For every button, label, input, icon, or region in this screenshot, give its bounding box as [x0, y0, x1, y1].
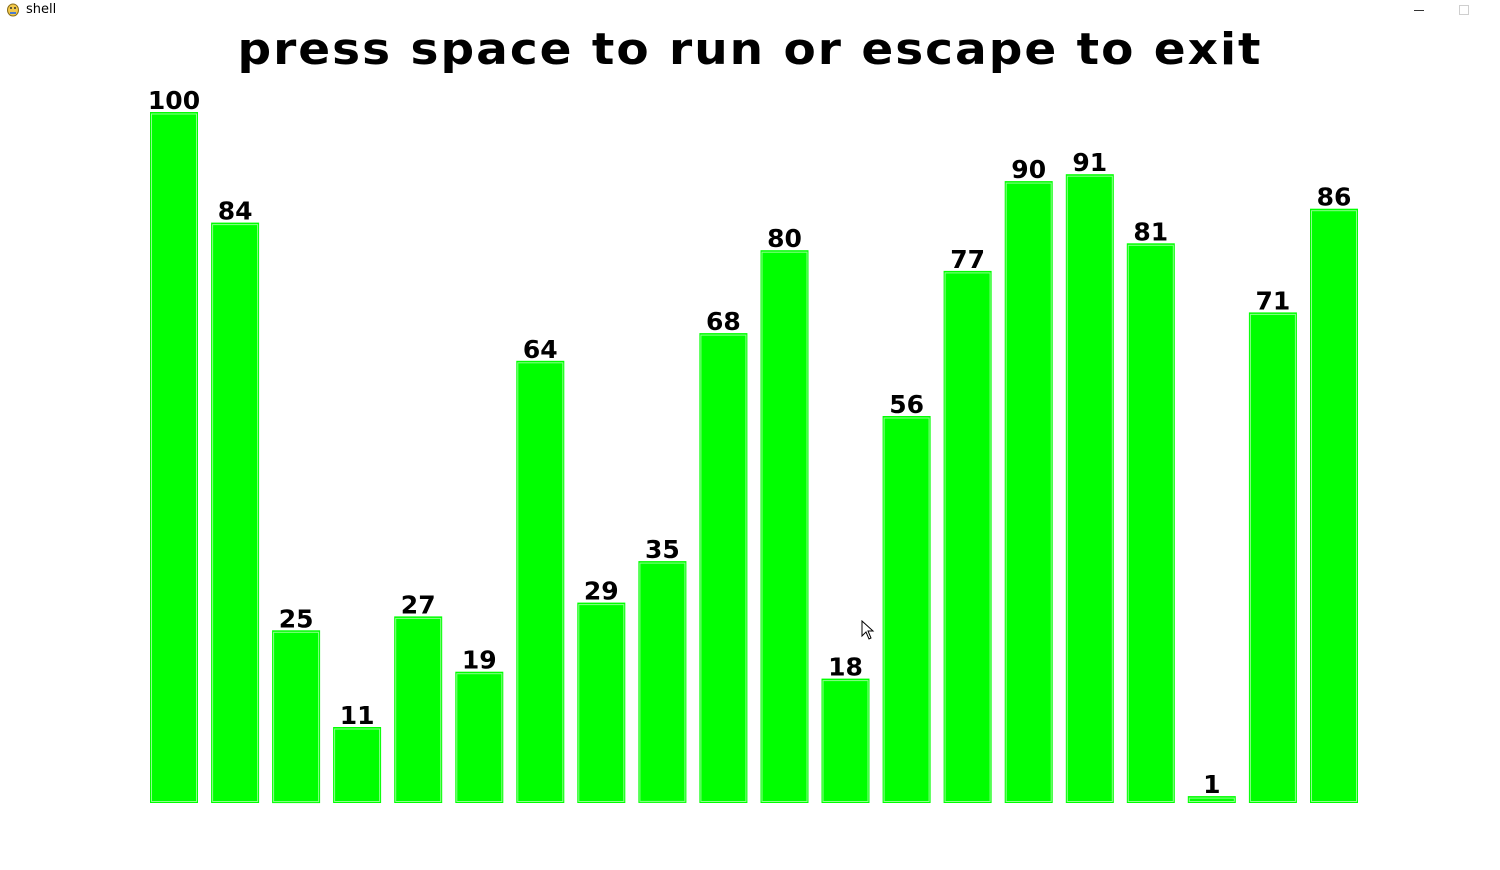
mouse-cursor-icon	[861, 620, 875, 640]
bar-value-label: 81	[1133, 217, 1168, 246]
bar-outline	[517, 362, 564, 802]
bar-outline	[273, 631, 320, 803]
bar-outline	[944, 272, 991, 802]
bar-outline	[639, 562, 686, 802]
bar-group: 1	[1187, 770, 1236, 803]
bar-value-label: 84	[218, 197, 253, 226]
bar-group: 71	[1248, 286, 1297, 803]
bar-outline	[212, 224, 259, 803]
bar	[211, 222, 260, 804]
bar-outline	[1249, 313, 1296, 802]
bar	[272, 630, 321, 804]
bar-value-label: 64	[523, 335, 558, 364]
title-bar[interactable]: shell	[0, 0, 1500, 22]
bar	[943, 270, 992, 803]
bar-value-label: 29	[584, 577, 619, 606]
bar-group: 100	[148, 86, 200, 803]
bar-value-label: 86	[1317, 183, 1352, 212]
bar-value-label: 27	[401, 590, 436, 619]
bar-value-label: 71	[1256, 286, 1291, 315]
bar-outline	[761, 251, 808, 802]
bar-group: 84	[211, 197, 260, 804]
bar-outline	[1188, 797, 1235, 802]
bar-outline	[334, 728, 381, 802]
bar-group: 91	[1065, 148, 1114, 803]
bar	[455, 671, 504, 803]
bar-outline	[700, 334, 747, 802]
bar-outline	[1311, 210, 1357, 802]
bar-outline	[1005, 182, 1052, 803]
minimize-button[interactable]	[1397, 0, 1441, 22]
bar-outline	[1066, 175, 1113, 802]
bar	[1065, 174, 1114, 803]
bar	[1004, 181, 1053, 804]
bar-value-label: 11	[340, 701, 375, 730]
bar-value-label: 56	[889, 390, 924, 419]
bar-group: 56	[882, 390, 931, 803]
bar-value-label: 18	[828, 653, 863, 682]
bar-group: 27	[394, 590, 443, 803]
bar	[394, 616, 443, 803]
bar-outline	[456, 673, 503, 803]
bar-value-label: 80	[767, 224, 802, 253]
bar-group: 80	[760, 224, 809, 803]
window-title: shell	[26, 2, 57, 17]
bar-outline	[822, 680, 869, 802]
bar	[882, 416, 931, 803]
bar-group: 86	[1310, 183, 1358, 803]
bar-value-label: 19	[462, 646, 497, 675]
bar	[821, 678, 870, 803]
bar	[1248, 312, 1297, 803]
pygame-snake-icon	[7, 3, 19, 17]
bar-value-label: 68	[706, 307, 741, 336]
bar-value-label: 1	[1203, 770, 1220, 799]
bar-group: 68	[699, 307, 748, 803]
bar-group: 35	[638, 535, 687, 803]
bar-value-label: 25	[279, 604, 314, 633]
bar-group: 29	[577, 577, 626, 803]
bar	[1126, 243, 1175, 804]
bar-outline	[1127, 244, 1174, 803]
bar-outline	[395, 617, 442, 803]
bar-group: 18	[821, 653, 870, 803]
bar-group: 11	[333, 701, 382, 803]
bar-outline	[578, 604, 625, 802]
bar	[638, 561, 687, 803]
bar-value-label: 77	[950, 245, 985, 274]
bar-value-label: 91	[1072, 148, 1107, 177]
bar-group: 19	[455, 646, 504, 803]
bar-value-label: 35	[645, 535, 680, 564]
bar-value-label: 90	[1011, 155, 1046, 184]
bar	[1187, 796, 1236, 803]
bar-group: 90	[1004, 155, 1053, 804]
bar-group: 25	[272, 604, 321, 804]
bar	[760, 250, 809, 803]
bar-group: 81	[1126, 217, 1175, 804]
bar	[577, 602, 626, 803]
maximize-button[interactable]	[1441, 0, 1485, 22]
bar	[1310, 208, 1358, 803]
bar	[699, 333, 748, 803]
bar-group: 64	[516, 335, 565, 803]
bar-outline	[883, 417, 930, 802]
bar-value-label: 100	[148, 86, 200, 115]
bar-outline	[151, 113, 197, 802]
instruction-heading: press space to run or escape to exit	[237, 24, 1263, 75]
bar-group: 77	[943, 245, 992, 803]
bar	[333, 727, 382, 803]
bar	[150, 112, 198, 803]
bar	[516, 360, 565, 803]
